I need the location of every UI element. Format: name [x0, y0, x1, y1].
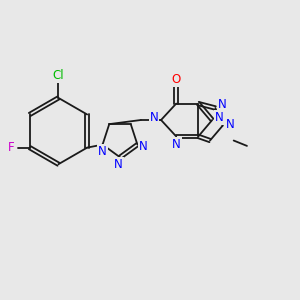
Text: N: N [172, 138, 181, 151]
Text: Cl: Cl [52, 69, 64, 82]
Text: N: N [215, 111, 224, 124]
Text: O: O [172, 73, 181, 86]
Text: N: N [98, 145, 107, 158]
Text: F: F [8, 141, 14, 154]
Text: N: N [114, 158, 123, 171]
Text: N: N [218, 98, 227, 111]
Text: N: N [139, 140, 148, 153]
Text: N: N [150, 111, 158, 124]
Text: N: N [226, 118, 235, 130]
